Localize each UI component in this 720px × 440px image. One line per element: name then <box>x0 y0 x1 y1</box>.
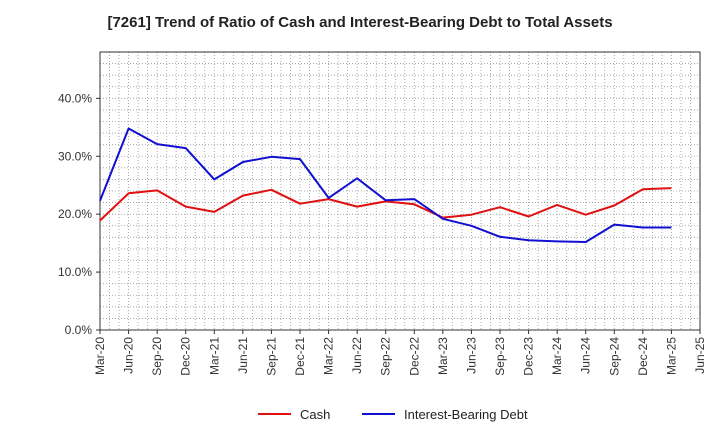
legend-item-cash-label: Cash <box>300 407 330 422</box>
axis-layer: 0.0% 10.0% 20.0% 30.0% 40.0% Mar-20 Jun-20 Sep-… <box>58 51 707 376</box>
x-tick-label: Dec-22 <box>407 337 421 376</box>
y-tick-label: 0.0% <box>65 323 93 337</box>
series-line-interest-bearing-debt <box>99 127 672 243</box>
y-tick-label: 10.0% <box>58 265 92 279</box>
x-tick-label: Sep-22 <box>379 337 393 376</box>
x-tick-label: Jun-25 <box>693 337 707 374</box>
x-tick-label: Sep-21 <box>264 337 278 376</box>
x-tick-label: Mar-23 <box>436 337 450 375</box>
x-tick-label: Sep-20 <box>150 337 164 376</box>
x-tick-label: Sep-24 <box>607 337 621 376</box>
y-tick-label: 30.0% <box>58 149 92 163</box>
x-tick-label: Jun-22 <box>350 337 364 374</box>
x-tick-label: Dec-23 <box>522 337 536 376</box>
x-tick-label: Mar-25 <box>664 337 678 375</box>
y-tick-label: 40.0% <box>58 91 92 105</box>
legend: Cash Interest-Bearing Debt <box>258 407 528 422</box>
x-tick-label: Jun-23 <box>464 337 478 374</box>
legend-item-interest-bearing-debt-label: Interest-Bearing Debt <box>404 407 528 422</box>
x-tick-label: Sep-23 <box>493 337 507 376</box>
x-tick-label: Dec-24 <box>636 337 650 376</box>
x-tick-label: Mar-21 <box>207 337 221 375</box>
grid-layer <box>99 52 701 330</box>
series-line-cash <box>99 187 672 222</box>
chart-title: [7261] Trend of Ratio of Cash and Intere… <box>107 14 613 31</box>
x-tick-label: Mar-24 <box>550 337 564 375</box>
x-tick-label: Jun-21 <box>236 337 250 374</box>
x-tick-label: Jun-20 <box>122 337 136 374</box>
x-tick-label: Mar-22 <box>322 337 336 375</box>
x-tick-label: Dec-21 <box>293 337 307 376</box>
plot-frame <box>99 51 701 331</box>
x-tick-label: Dec-20 <box>179 337 193 376</box>
x-tick-label: Mar-20 <box>93 337 107 375</box>
series-layer <box>99 127 672 243</box>
x-tick-label: Jun-24 <box>579 337 593 374</box>
y-tick-label: 20.0% <box>58 207 92 221</box>
